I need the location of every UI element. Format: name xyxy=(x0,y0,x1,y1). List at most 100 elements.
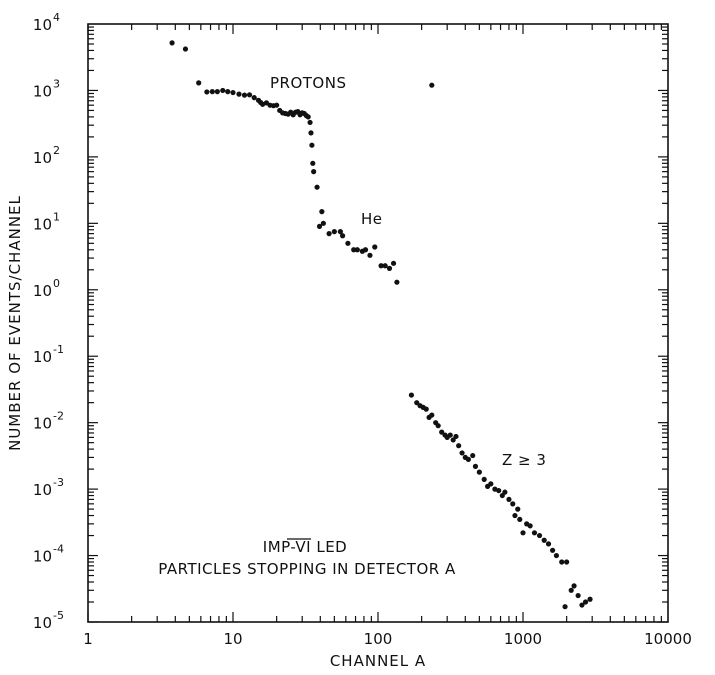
data-point xyxy=(510,501,516,507)
data-point xyxy=(515,506,521,512)
data-point xyxy=(169,40,175,46)
data-point xyxy=(456,443,462,449)
y-tick-label: 10 -4 xyxy=(33,543,64,566)
y-tick-exponent: 0 xyxy=(53,277,60,290)
data-point xyxy=(481,476,487,483)
y-tick-label: 10 0 xyxy=(33,277,60,300)
data-point xyxy=(429,82,435,88)
y-tick-base: 10 xyxy=(33,82,52,100)
data-point xyxy=(314,184,320,190)
data-point xyxy=(536,532,543,539)
y-tick-base: 10 xyxy=(33,16,52,34)
x-tick-label: 10 xyxy=(223,630,242,648)
y-tick-base: 10 xyxy=(33,481,52,499)
y-tick-base: 10 xyxy=(33,614,52,632)
y-tick-exponent: -3 xyxy=(53,476,64,489)
y-tick-base: 10 xyxy=(33,415,52,433)
data-point xyxy=(476,469,482,475)
x-tick-label: 10000 xyxy=(644,630,692,648)
y-tick-exponent: 1 xyxy=(53,210,60,223)
data-point xyxy=(587,596,593,602)
data-point xyxy=(310,160,316,166)
data-point xyxy=(390,260,397,266)
data-point xyxy=(386,265,393,271)
data-point xyxy=(408,392,415,398)
data-point xyxy=(340,233,346,239)
data-point xyxy=(246,92,253,98)
data-point xyxy=(326,231,332,237)
y-tick-label: 10 -1 xyxy=(33,343,64,366)
data-point xyxy=(307,119,313,126)
data-point xyxy=(367,252,373,258)
data-point xyxy=(553,552,560,559)
data-point xyxy=(354,247,360,253)
y-tick-base: 10 xyxy=(33,548,52,566)
data-point xyxy=(579,602,585,608)
data-point xyxy=(496,487,502,494)
data-point xyxy=(204,89,210,95)
y-tick-base: 10 xyxy=(33,149,52,167)
data-point xyxy=(182,46,189,52)
y-tick-exponent: 3 xyxy=(53,77,60,90)
y-tick-label: 10 -5 xyxy=(33,609,64,632)
data-point xyxy=(549,547,556,553)
data-point xyxy=(311,169,317,175)
data-point xyxy=(394,279,400,285)
y-axis-title: NUMBER OF EVENTS/CHANNEL xyxy=(6,195,24,451)
data-point xyxy=(423,406,429,412)
data-point xyxy=(345,240,351,246)
data-point xyxy=(382,263,388,269)
data-point xyxy=(331,229,337,235)
data-point xyxy=(225,89,231,95)
data-point xyxy=(209,89,215,95)
y-tick-base: 10 xyxy=(33,215,52,233)
annotation-protons: PROTONS xyxy=(270,74,347,92)
y-tick-label: 10 2 xyxy=(33,144,60,167)
data-point xyxy=(220,87,226,94)
data-point xyxy=(241,92,248,98)
data-point xyxy=(506,496,512,503)
annotation-instrument: IMP-VI LED xyxy=(263,538,347,556)
data-points xyxy=(169,40,593,610)
data-point xyxy=(447,432,453,438)
y-tick-label: 10 -2 xyxy=(33,410,64,433)
data-point xyxy=(527,523,533,529)
data-point xyxy=(541,537,547,543)
y-tick-label: 10 4 xyxy=(33,11,60,34)
annotation-he: He xyxy=(361,210,383,228)
data-point xyxy=(531,530,538,536)
data-point xyxy=(488,481,494,487)
data-point xyxy=(414,400,420,406)
data-point xyxy=(575,592,581,599)
data-point xyxy=(465,456,471,462)
data-point xyxy=(251,95,257,101)
data-point xyxy=(308,130,314,136)
data-point xyxy=(439,429,445,435)
y-tick-exponent: -1 xyxy=(53,343,64,356)
data-point xyxy=(562,604,568,610)
data-point xyxy=(545,541,552,547)
x-tick-label: 1000 xyxy=(504,630,542,648)
data-point xyxy=(196,80,202,86)
data-point xyxy=(571,583,577,589)
data-point xyxy=(214,89,220,95)
data-point xyxy=(316,223,323,229)
data-point xyxy=(429,412,435,418)
data-point xyxy=(320,220,326,226)
y-tick-exponent: 2 xyxy=(53,144,60,157)
y-tick-exponent: -2 xyxy=(53,410,64,423)
annotation-description: PARTICLES STOPPING IN DETECTOR A xyxy=(158,560,456,578)
data-point xyxy=(435,423,441,429)
x-tick-labels: 1 10 100 1000 10000 xyxy=(83,630,692,648)
data-point xyxy=(351,247,357,253)
data-point xyxy=(362,247,369,253)
data-point xyxy=(319,209,325,215)
x-tick-label: 100 xyxy=(364,630,393,648)
y-tick-exponent: -5 xyxy=(53,609,64,622)
x-axis-title: CHANNEL A xyxy=(330,652,426,670)
data-point xyxy=(337,229,343,235)
data-point xyxy=(309,142,315,148)
data-point xyxy=(517,516,523,523)
